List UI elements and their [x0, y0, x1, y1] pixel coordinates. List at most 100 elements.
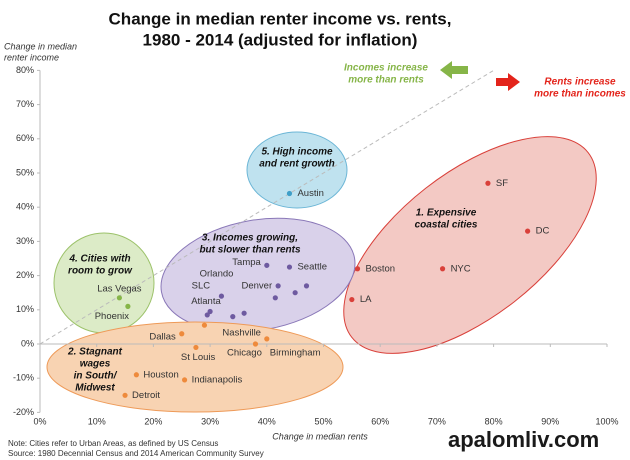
- group-ellipse: [343, 136, 597, 354]
- point-label: Orlando: [200, 269, 234, 280]
- group-annotation: Midwest: [75, 383, 115, 394]
- point-label: Birmingham: [270, 347, 321, 358]
- point: [525, 228, 531, 234]
- point: [264, 336, 270, 342]
- point: [116, 295, 122, 301]
- y-tick-label: 70%: [16, 99, 34, 109]
- point: [179, 331, 185, 337]
- point: [439, 266, 446, 272]
- point: [264, 262, 270, 268]
- point-label: Tampa: [232, 257, 261, 268]
- point: [286, 190, 293, 197]
- group-annotation: and rent growth: [259, 159, 335, 170]
- x-tick-label: 60%: [371, 416, 389, 426]
- point-label: Detroit: [132, 390, 160, 401]
- point: [193, 344, 199, 351]
- point: [204, 312, 210, 318]
- arrow-note: more than rents: [348, 75, 424, 86]
- point: [201, 322, 208, 328]
- point: [252, 341, 259, 347]
- x-tick-label: 30%: [201, 416, 219, 426]
- group-ellipse: [246, 131, 348, 209]
- point: [292, 290, 298, 296]
- point-label: SF: [496, 178, 508, 189]
- arrow-right: [496, 73, 520, 91]
- group-annotation: but slower than rents: [199, 245, 301, 256]
- x-tick-label: 40%: [258, 416, 276, 426]
- point-label: Chicago: [227, 348, 262, 359]
- arrow-note: Incomes increase: [344, 63, 428, 74]
- footnote: Note: Cities refer to Urban Areas, as de…: [8, 439, 218, 448]
- group-annotation: in South/: [74, 371, 118, 382]
- footnote: Source: 1980 Decennial Census and 2014 A…: [8, 449, 264, 458]
- point-label: Nashville: [222, 328, 261, 339]
- point-label: Dallas: [149, 331, 176, 342]
- y-tick-label: 30%: [16, 236, 34, 246]
- point-label: Atlanta: [191, 296, 221, 307]
- point-label: Boston: [366, 263, 396, 274]
- chart-title: Change in median renter income vs. rents…: [109, 9, 452, 28]
- point-label: NYC: [451, 263, 471, 274]
- y-tick-label: 10%: [16, 304, 34, 314]
- equal-growth-line: [39, 69, 494, 345]
- point-label: St Louis: [181, 352, 216, 363]
- y-tick-label: 0%: [21, 338, 34, 348]
- point: [181, 377, 188, 383]
- point: [303, 283, 310, 289]
- y-tick-label: 40%: [16, 202, 34, 212]
- point: [125, 303, 131, 309]
- point: [349, 296, 355, 303]
- point: [122, 392, 128, 398]
- point: [354, 266, 361, 272]
- x-tick-label: 50%: [314, 416, 332, 426]
- x-tick-label: 70%: [428, 416, 446, 426]
- point-label: Las Vegas: [97, 283, 142, 294]
- group-annotation: 1. Expensive: [416, 208, 477, 219]
- y-tick-label: -20%: [13, 407, 34, 417]
- y-axis-label: Change in median: [4, 41, 77, 51]
- point: [275, 283, 281, 289]
- arrow-note: more than incomes: [534, 89, 626, 100]
- x-tick-label: 80%: [485, 416, 503, 426]
- point: [286, 264, 293, 270]
- point-label: Indianapolis: [192, 374, 243, 385]
- y-tick-label: 80%: [16, 65, 34, 75]
- arrow-note: Rents increase: [544, 77, 616, 88]
- point-label: LA: [360, 294, 372, 305]
- x-tick-label: 0%: [33, 416, 46, 426]
- x-axis-label: Change in median rents: [272, 431, 368, 441]
- point-label: Denver: [242, 280, 273, 291]
- point: [218, 293, 225, 299]
- point-label: Seattle: [297, 262, 327, 273]
- x-tick-label: 20%: [144, 416, 162, 426]
- point: [485, 180, 491, 186]
- y-axis-label: renter income: [4, 52, 59, 62]
- point: [230, 314, 236, 320]
- y-tick-label: 60%: [16, 133, 34, 143]
- chart-title: 1980 - 2014 (adjusted for inflation): [143, 30, 418, 49]
- group-annotation: 2. Stagnant: [67, 347, 123, 358]
- y-tick-label: 50%: [16, 167, 34, 177]
- point-label: DC: [536, 226, 550, 237]
- y-tick-label: 20%: [16, 270, 34, 280]
- group-annotation: coastal cities: [415, 220, 478, 231]
- point-label: Austin: [297, 188, 323, 199]
- point-label: SLC: [192, 281, 211, 292]
- group-annotation: 3. Incomes growing,: [202, 233, 298, 244]
- point: [207, 308, 213, 315]
- point: [133, 372, 139, 378]
- point: [272, 295, 278, 301]
- arrow-left: [440, 61, 468, 79]
- watermark: apalomliv.com: [448, 427, 599, 452]
- point: [241, 310, 247, 316]
- x-tick-label: 90%: [541, 416, 559, 426]
- x-tick-label: 10%: [88, 416, 106, 426]
- group-annotation: 4. Cities with: [68, 254, 130, 265]
- point-label: Phoenix: [95, 311, 130, 322]
- group-annotation: wages: [80, 359, 111, 370]
- x-tick-label: 100%: [595, 416, 618, 426]
- point-label: Houston: [143, 369, 178, 380]
- group-annotation: 5. High income: [261, 147, 333, 158]
- group-annotation: room to grow: [68, 266, 133, 277]
